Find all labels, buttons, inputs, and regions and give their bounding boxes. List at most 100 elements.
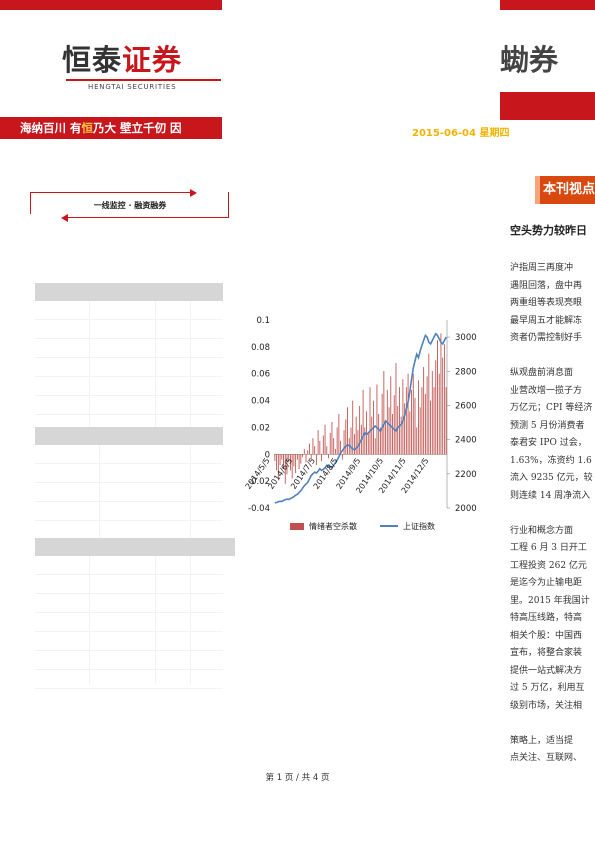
focus-tab: 本刊视点 (535, 176, 595, 204)
bar (378, 414, 380, 455)
bar (338, 414, 340, 455)
table-1-header (35, 283, 223, 301)
bar (426, 376, 428, 455)
focus-tab-label: 本刊视点 (543, 182, 595, 197)
article-line: 则连续 14 周净流入 (510, 490, 591, 501)
bar (400, 416, 402, 455)
article-line: 提供一站式解决方 (510, 665, 583, 676)
bar (416, 427, 418, 455)
bar (392, 414, 393, 455)
bar (309, 443, 310, 455)
article-line: 最早周五才能解冻 (510, 315, 583, 326)
bar (277, 454, 279, 479)
top-red-bar (0, 0, 222, 10)
top-red-bar-right (500, 0, 595, 10)
bar (418, 380, 419, 455)
article-line: 相关个股：中国西 (510, 630, 583, 641)
article-line: 资者仍需控制好手 (510, 333, 583, 343)
bar (347, 407, 348, 455)
y-right-tick: 3000 (455, 333, 477, 343)
page-number: 第 1 页 / 共 4 页 (265, 773, 330, 783)
article-line: 遇阻回落，盘中再 (510, 280, 583, 291)
bar (437, 340, 438, 455)
bar (321, 454, 323, 461)
bar (290, 454, 291, 471)
y-left-tick: -0.04 (248, 504, 270, 514)
bar (385, 420, 387, 455)
legend-label-bars: 情绪者空杀散 (309, 521, 357, 531)
bar (303, 448, 305, 455)
article-line: 级别市场，关注相 (510, 700, 583, 711)
bar (341, 454, 343, 460)
y-right-tick: 2200 (455, 470, 477, 480)
bar (336, 427, 338, 455)
bar (388, 407, 390, 455)
y-right-tick: 2000 (455, 504, 477, 514)
bar (445, 387, 447, 455)
index-line (274, 332, 447, 504)
bar (340, 440, 342, 455)
bar (435, 360, 437, 455)
bar (352, 400, 354, 455)
bar (398, 387, 400, 455)
bar (331, 422, 333, 455)
bar (409, 411, 411, 455)
section-label: 一线监控 · 融资融券 (93, 201, 167, 210)
bar (369, 387, 371, 455)
bar (411, 389, 412, 455)
article-line: 预测 5 月份消费者 (510, 420, 585, 431)
table-3 (35, 556, 223, 689)
legend-label-line: 上证指数 (403, 521, 435, 531)
bar (407, 373, 409, 455)
logo-cn-right: 证券 (122, 43, 183, 77)
bar (315, 454, 317, 466)
article-line: 工程 6 月 3 日开工 (510, 543, 587, 553)
article-line: 是迄今为止输电距 (510, 578, 583, 588)
y-left-tick: 0.1 (256, 316, 270, 326)
bar (343, 430, 345, 455)
slogan-part2: 乃大 壁立千仞 因 (93, 121, 182, 135)
article-line: 工程投资 262 亿元 (510, 560, 587, 571)
bar (414, 397, 416, 455)
table-2 (35, 445, 223, 540)
bar (296, 454, 298, 460)
bar (328, 454, 329, 459)
bar (326, 446, 328, 455)
bar (443, 344, 445, 455)
bar (383, 371, 385, 455)
bar (395, 362, 397, 455)
bar (305, 454, 307, 463)
bar (433, 387, 435, 455)
article-line: 流入 9235 亿元，较 (510, 473, 593, 483)
article-body: 沪指周三再度冲 遇阻回落，盘中再 两重组等表现亮眼 最早周五才能解冻 资者仍需控制好手 … (510, 260, 595, 768)
bar (404, 403, 406, 455)
logo: 恒泰证券 HENGTAI SECURITIES (62, 44, 227, 91)
table-2-header (35, 427, 223, 445)
bar (412, 373, 414, 455)
bar (397, 405, 399, 455)
bar (288, 454, 290, 463)
bar (374, 438, 376, 455)
slogan-highlight: 恒 (81, 121, 94, 135)
bar (419, 407, 421, 455)
article-line: 里。2015 年我国计 (510, 595, 590, 606)
article-line: 泰君安 IPO 过会， (510, 438, 587, 448)
bar (357, 430, 359, 455)
y-right-tick: 2400 (455, 436, 477, 446)
bar (364, 427, 366, 455)
bar (366, 411, 367, 455)
table-1 (35, 301, 223, 434)
bar (362, 389, 364, 455)
y-left-tick: 0.04 (251, 397, 270, 407)
logo-right-fragment: 蜐券 (500, 43, 559, 77)
bar (442, 357, 444, 455)
bar (359, 405, 361, 455)
bar (381, 393, 383, 455)
bar (430, 400, 431, 455)
bar (324, 424, 326, 455)
bar (314, 446, 316, 455)
report-date: 2015-06-04 星期四 (412, 128, 510, 139)
bar (307, 450, 309, 455)
bar (300, 454, 302, 464)
bar (274, 454, 276, 461)
